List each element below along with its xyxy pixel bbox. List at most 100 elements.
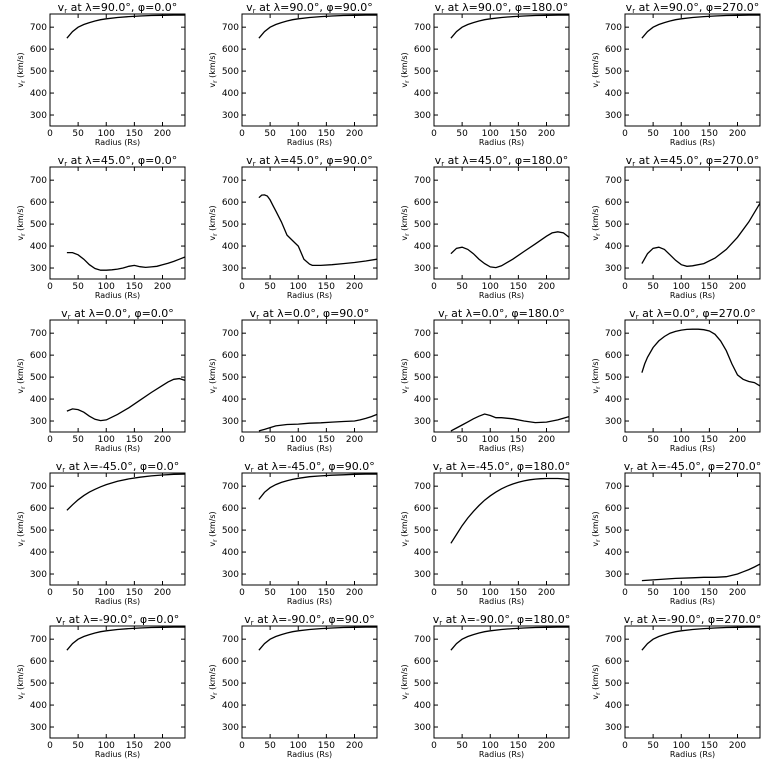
x-tick-label: 100 [290,741,307,751]
series-line [66,251,186,271]
y-tick-label: 300 [30,570,47,580]
subplot: 0 50 100 150 200 300 400 500 600 700 vr at λ=90.0°… [591,1,761,147]
x-tick-label: 100 [98,129,115,139]
x-axis-label: Radius (Rs) [287,444,332,453]
x-tick-label: 200 [346,282,363,292]
y-tick-label: 300 [605,723,622,733]
panel-title: vr at λ=0.0°, φ=270.0° [629,307,756,321]
x-tick-label: 150 [510,741,527,751]
plot-frame [49,13,186,127]
x-tick-label: 100 [482,741,499,751]
panel-title: vr at λ=45.0°, φ=90.0° [246,154,373,168]
x-tick-label: 0 [47,435,53,445]
subplot: 0 50 100 150 200 300 400 500 600 700 vr at λ=0.0°,… [16,307,186,453]
y-tick-label: 700 [30,482,47,492]
y-axis-label: vr (km/s) [400,511,411,546]
y-tick-label: 400 [605,548,622,558]
series-line [258,413,378,432]
y-tick-label: 400 [605,242,622,252]
plot-frame [624,319,761,433]
x-axis-label: Radius (Rs) [670,444,715,453]
y-tick-label: 400 [414,89,431,99]
x-tick-label: 0 [47,741,53,751]
y-tick-label: 700 [30,23,47,33]
x-tick-label: 100 [290,282,307,292]
subplot: 0 50 100 150 200 300 400 500 600 700 vr at λ=45.0°… [591,154,761,300]
y-tick-label: 600 [605,45,622,55]
y-tick-label: 300 [30,111,47,121]
x-tick-label: 0 [239,282,245,292]
plot-frame [433,319,570,433]
panel-title: vr at λ=0.0°, φ=90.0° [250,307,370,321]
y-tick-label: 600 [222,45,239,55]
x-tick-label: 50 [456,129,468,139]
series-line [66,377,186,422]
panel-title: vr at λ=90.0°, φ=90.0° [246,1,373,15]
y-tick-label: 600 [30,504,47,514]
panel-title: vr at λ=90.0°, φ=270.0° [626,1,760,15]
y-tick-label: 400 [222,548,239,558]
plot-frame [624,625,761,739]
series-line [450,14,569,39]
y-tick-label: 500 [30,679,47,689]
x-tick-label: 150 [126,435,143,445]
x-tick-label: 150 [510,435,527,445]
y-tick-label: 300 [605,264,622,274]
x-axis-label: Radius (Rs) [670,138,715,147]
x-tick-label: 150 [318,282,335,292]
y-tick-label: 400 [222,701,239,711]
y-tick-label: 500 [414,220,431,230]
plot-frame [433,625,570,739]
y-tick-label: 300 [222,111,239,121]
x-tick-label: 200 [154,129,171,139]
x-tick-label: 150 [701,129,718,139]
y-axis-label: vr (km/s) [400,664,411,699]
x-tick-label: 0 [239,435,245,445]
x-tick-label: 150 [701,435,718,445]
series-line [450,413,570,432]
x-tick-label: 0 [431,741,437,751]
y-tick-label: 400 [605,701,622,711]
panel-title: vr at λ=90.0°, φ=180.0° [435,1,569,15]
y-tick-label: 500 [222,67,239,77]
y-tick-label: 300 [605,570,622,580]
x-axis-label: Radius (Rs) [95,750,140,759]
y-axis-label: vr (km/s) [16,205,27,240]
x-tick-label: 150 [510,129,527,139]
x-tick-label: 50 [264,129,276,139]
x-tick-label: 100 [673,129,690,139]
x-tick-label: 200 [538,282,555,292]
y-tick-label: 300 [222,723,239,733]
panel-title: vr at λ=90.0°, φ=0.0° [58,1,178,15]
x-tick-label: 200 [538,129,555,139]
x-tick-label: 0 [622,741,628,751]
y-tick-label: 600 [222,657,239,667]
y-tick-label: 300 [414,570,431,580]
y-tick-label: 300 [30,417,47,427]
x-tick-label: 50 [647,282,659,292]
y-tick-label: 400 [30,89,47,99]
y-tick-label: 400 [30,242,47,252]
y-tick-label: 500 [414,67,431,77]
x-tick-label: 150 [318,435,335,445]
x-axis-label: Radius (Rs) [287,597,332,606]
y-tick-label: 500 [414,526,431,536]
y-axis-label: vr (km/s) [16,52,27,87]
y-axis-label: vr (km/s) [400,205,411,240]
y-axis-label: vr (km/s) [208,52,219,87]
series-line [641,328,761,387]
x-tick-label: 0 [47,588,53,598]
y-tick-label: 300 [414,264,431,274]
y-tick-label: 400 [222,395,239,405]
x-tick-label: 200 [729,741,746,751]
y-tick-label: 600 [414,504,431,514]
plot-frame [241,625,378,739]
series-line [641,626,760,651]
x-tick-label: 150 [126,588,143,598]
x-tick-label: 100 [482,435,499,445]
y-axis-label: vr (km/s) [208,358,219,393]
